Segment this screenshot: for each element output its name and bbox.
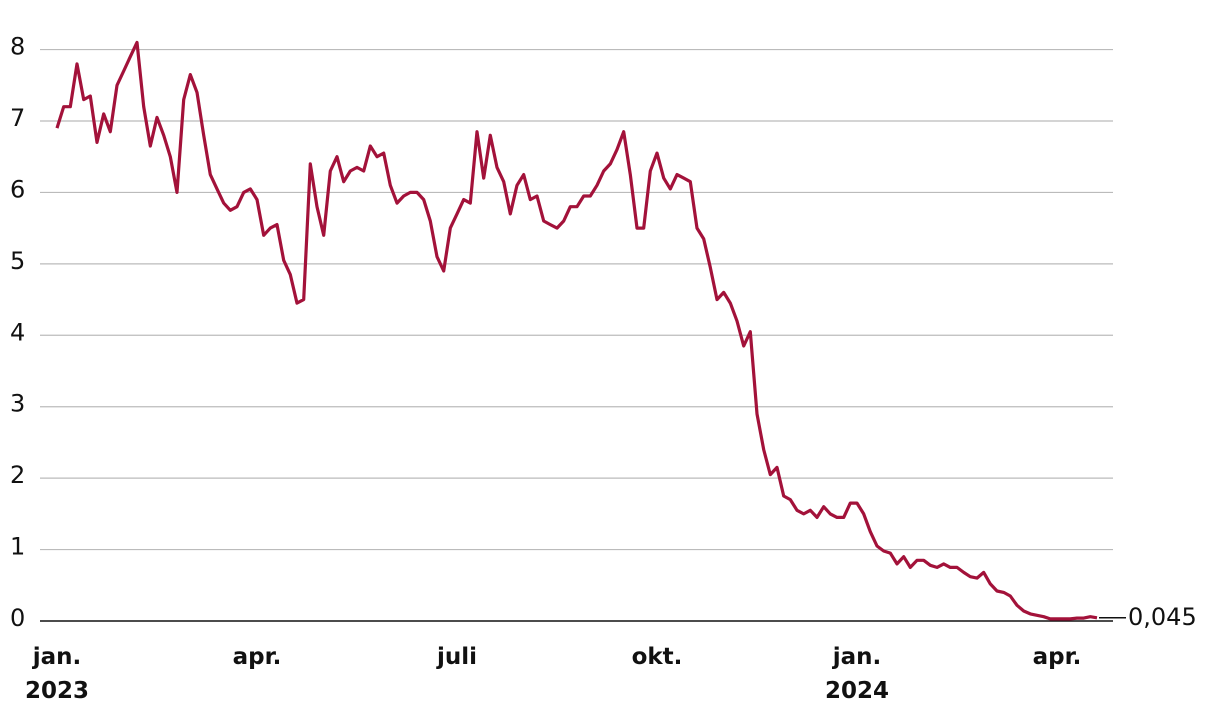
x-tick-label: jan. 2024 [824, 644, 890, 704]
line [55, 40, 1098, 621]
y-tick-label: 4 [10, 318, 25, 346]
annotation: 0,045 [1128, 603, 1197, 631]
y-tick-label: 0 [10, 604, 25, 632]
x-tick-label: apr. [1032, 644, 1082, 670]
x-tick-label: jan. 2023 [24, 644, 90, 704]
x-tick-label: okt. [631, 644, 683, 670]
x-tick-label: juli [436, 644, 478, 670]
y-tick-label: 3 [10, 390, 25, 418]
y-tick-label: 6 [10, 175, 25, 203]
y-tick-label: 5 [10, 247, 25, 275]
y-tick-label: 1 [10, 533, 25, 561]
x-tick-label: apr. [232, 644, 282, 670]
y-tick-label: 2 [10, 461, 25, 489]
y-tick-label: 7 [10, 104, 25, 132]
y-tick-label: 8 [10, 33, 25, 61]
